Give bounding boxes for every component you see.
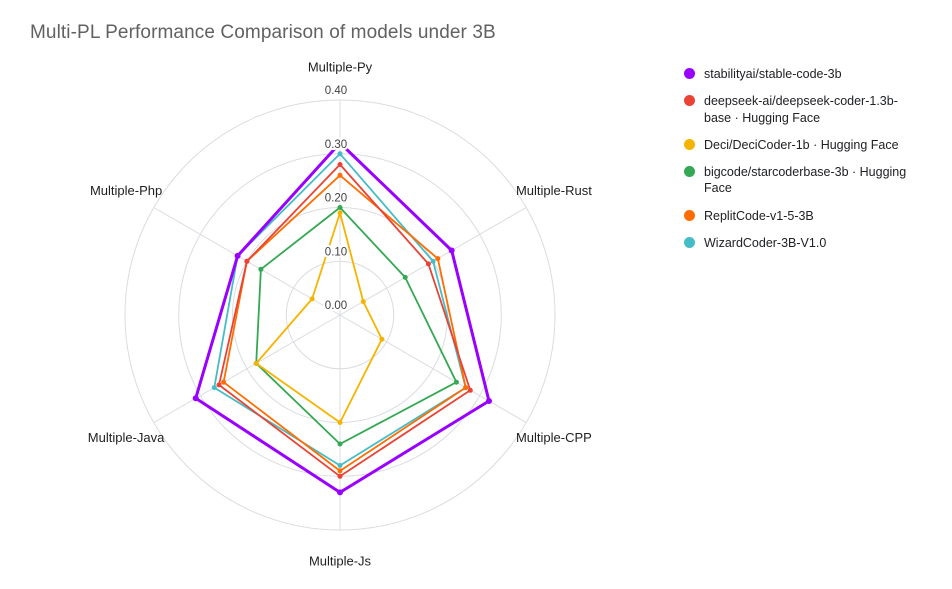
legend-label: bigcode/starcoderbase-3b · Hugging Face [704, 165, 907, 196]
series-polygon [222, 174, 467, 472]
legend-swatch-icon [684, 236, 695, 248]
series-point [453, 379, 459, 385]
legend-swatch-icon [684, 68, 695, 79]
series-point [234, 252, 241, 259]
legend-label: deepseek-ai/deepseek-coder-1.3b-base · H… [704, 94, 898, 125]
series-point [360, 299, 366, 305]
series-point [211, 385, 217, 391]
legend-item[interactable]: WizardCoder-3B-V1.0 [684, 235, 934, 251]
series-point [467, 387, 473, 393]
series-point [463, 385, 469, 391]
series-point [216, 382, 222, 388]
tick-label: 0.40 [325, 85, 347, 97]
series-point [337, 489, 343, 496]
series-point [258, 266, 264, 272]
series-point [253, 360, 259, 366]
tick-label: 0.20 [325, 193, 347, 205]
series-point [425, 261, 431, 267]
series-point [221, 379, 227, 385]
legend-item[interactable]: Deci/DeciCoder-1b · Hugging Face [684, 137, 934, 153]
legend-item[interactable]: stabilityai/stable-code-3b [684, 66, 934, 82]
series-point [337, 162, 343, 167]
series-point [337, 463, 343, 468]
series-point [402, 274, 408, 280]
legend-item[interactable]: deepseek-ai/deepseek-coder-1.3b-base · H… [684, 93, 934, 126]
series-point [337, 210, 343, 216]
series-point [486, 398, 492, 404]
legend-swatch-icon [684, 166, 695, 177]
legend-label: ReplitCode-v1-5-3B [704, 208, 814, 223]
legend: stabilityai/stable-code-3b deepseek-ai/de… [684, 66, 934, 251]
series-point [379, 336, 385, 342]
series-point [337, 205, 343, 210]
series-point [337, 172, 343, 178]
legend-item[interactable]: bigcode/starcoderbase-3b · Hugging Face [684, 164, 934, 197]
series-point [309, 296, 315, 302]
legend-label: WizardCoder-3B-V1.0 [704, 235, 827, 250]
tick-label: 0.00 [325, 300, 347, 312]
axis-label: Multiple-Java [88, 430, 165, 445]
series-point [244, 258, 250, 264]
legend-swatch-icon [684, 95, 695, 107]
axis-label: Multiple-CPP [516, 430, 592, 445]
legend-item[interactable]: ReplitCode-v1-5-3B [684, 208, 934, 224]
series-point [430, 258, 436, 264]
axis-spoke [153, 314, 341, 423]
series-polygon [255, 211, 383, 424]
tick-label: 0.10 [325, 246, 347, 258]
tick-label: 0.30 [325, 139, 347, 151]
series-point [337, 468, 343, 474]
axis-spoke [339, 314, 527, 423]
series-point [337, 151, 343, 157]
series-point [337, 441, 343, 447]
series-point [337, 140, 343, 146]
radar-chart: 0.00 0.10 0.20 0.30 0.40 Multiple-Py Multiple-… [88, 59, 592, 568]
axis-label: Multiple-Rust [516, 183, 592, 198]
series-point [337, 473, 343, 479]
series-point [448, 247, 455, 254]
series-point [435, 256, 441, 262]
series-point [192, 395, 199, 402]
legend-swatch-icon [684, 209, 695, 221]
legend-swatch-icon [684, 138, 695, 150]
legend-label: stabilityai/stable-code-3b [704, 67, 842, 81]
axis-label: Multiple-Js [309, 553, 372, 568]
chart-title: Multi-PL Performance Comparison of model… [30, 22, 496, 43]
legend-label: Deci/DeciCoder-1b · Hugging Face [704, 137, 899, 152]
axis-label: Multiple-Py [308, 59, 373, 74]
axis-label: Multiple-Php [90, 183, 162, 198]
series-point [337, 420, 343, 425]
